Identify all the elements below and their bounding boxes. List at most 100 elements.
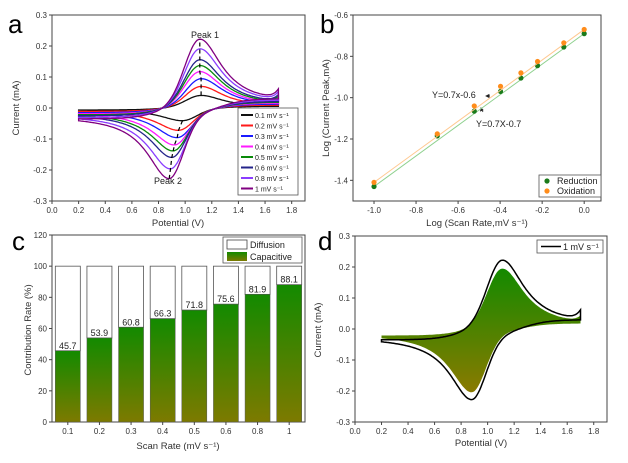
a-ytick-label: -0.3: [33, 197, 47, 206]
point-reduction: [497, 88, 504, 95]
c-xtick-label: 0.1: [62, 427, 74, 436]
a-legend-label: 0.5 mV s⁻¹: [255, 155, 289, 162]
b-xtick-label: -0.8: [409, 206, 423, 215]
c-xtick-label: 0.6: [220, 427, 232, 436]
bar-capacitive: [55, 350, 81, 423]
d-ytick-label: 0.1: [339, 294, 351, 303]
a-xtick-label: 0.8: [153, 206, 165, 215]
panel-label-d: d: [318, 226, 332, 256]
peak-1-guide: [199, 39, 202, 96]
cv-curve-7: [77, 48, 280, 170]
a-ytick-label: 0.0: [36, 104, 48, 113]
panel-label-c: c: [12, 226, 25, 256]
point-oxidation: [471, 103, 477, 109]
a-ylabel: Current (mA): [11, 81, 22, 136]
d-legend: [536, 239, 604, 254]
d-ylabel: Current (mA): [313, 303, 324, 358]
a-xtick-label: 0.4: [100, 206, 112, 215]
point-oxidation: [581, 26, 587, 33]
d-ytick-label: 0.3: [339, 232, 351, 241]
a-xtick-label: 0.6: [126, 206, 138, 215]
a-legend-label: 1 mV s⁻¹: [255, 187, 283, 194]
a-ytick-label: 0.1: [36, 73, 48, 82]
c-legend-swatch: [226, 239, 248, 250]
b-xtick-label: -0.6: [451, 206, 465, 215]
b-xtick-label: -1.0: [367, 206, 381, 215]
c-xtick-label: 0.2: [94, 427, 106, 436]
bar-diffusion: [244, 265, 271, 295]
bar-capacitive: [86, 337, 113, 423]
a-legend-label: 0.8 mV s⁻¹: [255, 176, 289, 183]
point-oxidation: [561, 40, 567, 46]
c-ytick-label: 80: [38, 293, 47, 302]
point-oxidation: [534, 58, 541, 65]
a-legend-label: 0.1 mV s⁻¹: [255, 113, 289, 120]
a-xtick-label: 1.2: [206, 206, 218, 215]
bar-data-label: 88.1: [280, 275, 298, 285]
panel-label-a: a: [8, 9, 23, 39]
bar-capacitive: [181, 309, 208, 423]
b-xtick-label: -0.2: [535, 206, 549, 215]
d-xtick-label: 1.2: [509, 427, 521, 436]
a-legend-label: 0.4 mV s⁻¹: [255, 145, 289, 152]
bar-diffusion: [213, 265, 239, 305]
c-legend-label: Diffusion: [250, 240, 285, 250]
cv-curve-6: [77, 59, 280, 159]
d-ytick-label: 0.0: [339, 325, 351, 334]
d-xtick-label: 0.2: [376, 427, 388, 436]
bar-capacitive: [276, 284, 302, 423]
a-xtick-label: 0.0: [46, 206, 58, 215]
bar-data-label: 60.8: [122, 317, 140, 327]
b-ytick-label: -1.4: [334, 176, 348, 185]
c-ytick-label: 20: [38, 387, 47, 396]
peak-1-label: Peak 1: [191, 30, 219, 40]
cv-curve-2: [77, 85, 280, 131]
d-xtick-label: 0.4: [402, 427, 414, 436]
b-ytick-label: -1.2: [334, 135, 348, 144]
bar-data-label: 81.9: [249, 284, 267, 294]
b-legend-label: Reduction: [557, 176, 598, 186]
point-oxidation: [518, 70, 524, 76]
bar-data-label: 71.8: [186, 300, 204, 310]
b-xtick-label: 0.0: [579, 206, 591, 215]
c-xtick-label: 1: [287, 427, 292, 436]
d-xtick-label: 0.6: [429, 427, 441, 436]
a-xtick-label: 1.4: [233, 206, 245, 215]
d-xtick-label: 1.4: [535, 427, 547, 436]
c-xlabel: Scan Rate (mV s⁻¹): [136, 441, 219, 452]
peak-2-label: Peak 2: [154, 176, 182, 186]
capacitive-area: [381, 268, 581, 393]
fit-label-reduction: Y=0.7X-0.7: [476, 119, 521, 129]
c-xtick-label: 0.3: [126, 427, 138, 436]
b-plot-frame: [352, 14, 602, 202]
a-ytick-label: 0.3: [36, 11, 48, 20]
b-xlabel: Log (Scan Rate,mV s⁻¹): [426, 218, 528, 229]
c-legend-label: Capacitive: [250, 252, 292, 262]
b-xtick-label: -0.4: [493, 206, 507, 215]
bar-data-label: 45.7: [59, 341, 77, 351]
d-xtick-label: 1.8: [588, 427, 600, 436]
d-xtick-label: 1.0: [482, 427, 494, 436]
peak-2-guide: [168, 120, 184, 179]
b-legend-label: Oxidation: [557, 186, 595, 196]
c-ytick-label: 120: [34, 231, 48, 240]
c-ytick-label: 60: [38, 325, 47, 334]
point-oxidation: [371, 179, 377, 185]
a-legend: [237, 107, 299, 196]
d-ytick-label: -0.2: [336, 387, 350, 396]
b-ytick-label: -1.0: [334, 94, 348, 103]
b-legend-marker: [544, 178, 550, 184]
b-legend-marker: [544, 188, 550, 194]
d-legend-label: 1 mV s⁻¹: [563, 242, 599, 252]
d-ytick-label: -0.1: [336, 356, 350, 365]
c-xtick-label: 0.5: [189, 427, 201, 436]
d-xlabel: Potential (V): [455, 438, 507, 449]
d-xtick-label: 1.6: [562, 427, 574, 436]
c-ytick-label: 40: [38, 356, 47, 365]
c-legend-swatch: [227, 252, 247, 261]
cv-curve-8: [77, 38, 280, 180]
d-ytick-label: 0.2: [339, 263, 351, 272]
bar-diffusion: [149, 265, 176, 320]
b-legend: [538, 174, 602, 198]
fit-arrow-oxidation: [485, 93, 490, 99]
